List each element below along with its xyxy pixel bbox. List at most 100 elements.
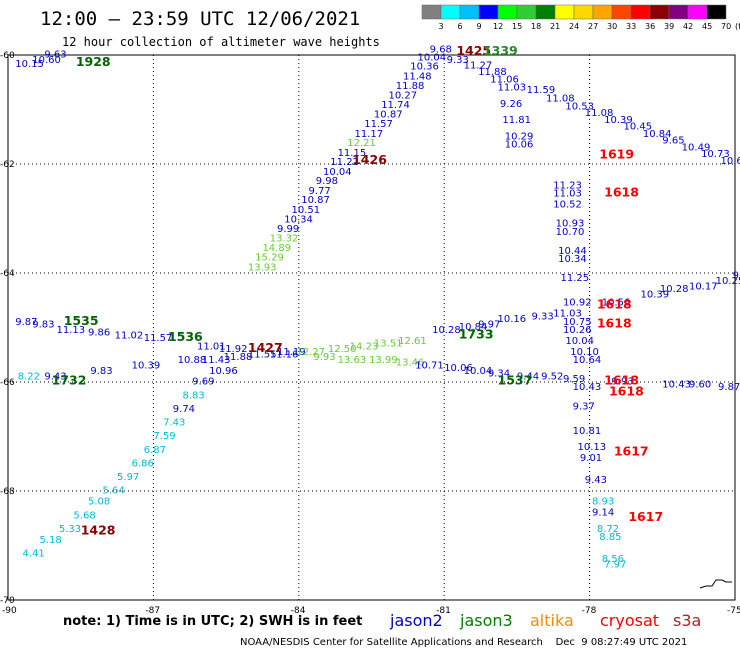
time-label: 1733	[459, 326, 494, 341]
swh-point: 10.87	[374, 110, 403, 121]
swh-point: 9.83	[32, 320, 54, 331]
swh-point: 5.08	[88, 497, 110, 508]
chart-note: note: 1) Time is in UTC; 2) SWH is in fe…	[63, 614, 362, 629]
time-label: 1928	[76, 54, 111, 69]
time-label: 1339	[483, 43, 518, 58]
swh-point: 8.72	[597, 524, 619, 535]
colorbar-swatch	[516, 4, 537, 20]
swh-point: 10.17	[689, 281, 718, 292]
swh-point: 10.39	[132, 360, 161, 371]
colorbar-swatch	[649, 4, 670, 20]
swh-point: 10.60	[32, 55, 61, 66]
colorbar-label: 18	[531, 22, 541, 31]
swh-point: 10.87	[301, 195, 330, 206]
x-tick-label: -90	[2, 606, 17, 616]
swh-point: 11.74	[381, 100, 410, 111]
time-label: 1536	[168, 329, 203, 344]
swh-point: 9.63	[44, 50, 66, 61]
swh-point: 10.29	[505, 131, 534, 142]
swh-point: 9.65	[662, 135, 684, 146]
swh-point: 13.63	[338, 355, 367, 366]
swh-point: 11.06	[490, 74, 519, 85]
coastline	[699, 579, 732, 589]
swh-point: 13.46	[396, 358, 425, 369]
swh-point: 4.41	[23, 548, 45, 559]
swh-point: 8.93	[592, 497, 614, 508]
swh-point: 11.13	[56, 325, 85, 336]
time-label: 1618	[597, 316, 632, 331]
time-label: 1617	[614, 444, 649, 459]
swh-point: 10.64	[573, 355, 602, 366]
swh-point: 11.08	[546, 93, 575, 104]
swh-point: 11.57	[144, 333, 173, 344]
legend-jason2: jason2	[389, 611, 443, 630]
colorbar-swatch	[497, 4, 518, 20]
legend-s3a: s3a	[673, 611, 701, 630]
swh-point: 11.22	[330, 157, 359, 168]
swh-point: 11.23	[553, 181, 582, 192]
time-label: 1732	[52, 373, 87, 388]
swh-point: 10.84	[643, 129, 672, 140]
swh-point: 10.04	[323, 167, 352, 178]
swh-point: 10.04	[464, 366, 493, 377]
swh-point: 9.69	[192, 377, 214, 388]
satellite-legend: jason2 jason3 altika cryosat s3a	[389, 611, 701, 630]
swh-point: 9.77	[308, 186, 330, 197]
swh-point: 10.56	[602, 298, 631, 309]
swh-point: 5.97	[117, 472, 139, 483]
colorbar-swatch	[706, 4, 727, 20]
grid-lines	[8, 55, 735, 600]
swh-point: 11.59	[527, 85, 556, 96]
swh-point: 10.49	[682, 142, 711, 153]
swh-point: 11.25	[561, 273, 590, 284]
swh-point: 10.16	[498, 314, 527, 325]
swh-point: 10.28	[432, 325, 461, 336]
colorbar-label: 39	[664, 22, 674, 31]
swh-point: 9.98	[316, 176, 338, 187]
colorbar-swatch	[554, 4, 575, 20]
swh-point: 11.15	[338, 148, 367, 159]
swh-point: 10.39	[640, 290, 669, 301]
swh-point: 11.19	[277, 347, 306, 358]
colorbar-label: 24	[569, 22, 579, 31]
swh-point: 11.03	[553, 309, 582, 320]
swh-point: 9.87	[15, 317, 37, 328]
chart-title: 12:00 – 23:59 UTC 12/06/2021	[40, 8, 360, 30]
swh-point: 9.59	[563, 374, 585, 385]
swh-point: 9.60	[689, 379, 711, 390]
time-label: 1619	[599, 147, 634, 162]
swh-point: 13.99	[369, 355, 398, 366]
swh-point: 11.03	[498, 82, 527, 93]
swh-point: 10.71	[415, 360, 444, 371]
swh-point: 11.17	[355, 129, 384, 140]
time-label: 1618	[609, 384, 644, 399]
swh-point: 10.93	[556, 219, 585, 230]
x-tick-label: -81	[436, 606, 451, 616]
swh-point: 10.45	[624, 122, 653, 133]
swh-point: 11.02	[115, 330, 144, 341]
legend-cryosat: cryosat	[600, 611, 659, 630]
swh-point: 5.68	[73, 510, 95, 521]
swh-point: 12.50	[328, 344, 357, 355]
swh-point: 8.83	[182, 390, 204, 401]
swh-point: 9.83	[90, 366, 112, 377]
colorbar-swatch	[478, 4, 499, 20]
swh-point: 10.25	[716, 276, 740, 287]
colorbar-swatch	[687, 4, 708, 20]
swh-point: 9.43	[44, 371, 66, 382]
colorbar-label: 9	[477, 22, 482, 31]
time-label: 1537	[498, 373, 533, 388]
swh-point: 9.97	[478, 320, 500, 331]
swh-point: 11.88	[396, 81, 425, 92]
swh-point: 10.96	[209, 366, 238, 377]
swh-point: 10.53	[565, 102, 594, 113]
swh-point: 5.64	[103, 486, 125, 497]
y-tick-label: -64	[0, 269, 15, 279]
swh-point: 11.57	[364, 119, 393, 130]
x-tick-label: -78	[582, 606, 597, 616]
time-label: 1535	[64, 313, 99, 328]
time-label: 1426	[352, 152, 387, 167]
swh-point: 10.13	[577, 442, 606, 453]
swh-point: 9.68	[430, 44, 452, 55]
